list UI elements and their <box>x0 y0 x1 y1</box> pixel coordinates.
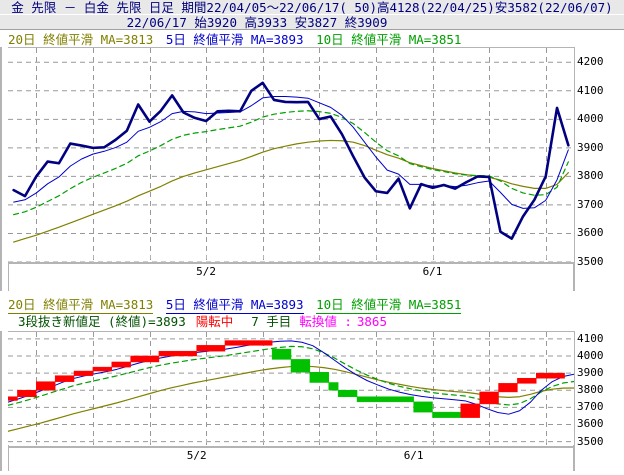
new-value-chart-panel: 20日 終値平滑 MA=3813 5日 終値平滑 MA=3893 10日 終値平… <box>0 293 624 475</box>
x-axis-tick-label: 5/2 <box>196 265 217 278</box>
legend2-ma20[interactable]: 20日 終値平滑 MA=3813 <box>8 297 154 314</box>
y-axis-tick-label: 4100 <box>577 83 604 97</box>
x-axis-tick-mark <box>36 255 37 259</box>
price-chart-legend: 20日 終値平滑 MA=3813 5日 終値平滑 MA=3893 10日 終値平… <box>8 32 624 49</box>
chart1-x-axis <box>8 262 574 264</box>
x-axis-tick-mark <box>263 255 264 259</box>
price-chart-plot-area[interactable] <box>8 48 574 262</box>
x-axis-tick-mark <box>150 255 151 259</box>
x-axis-tick-label: 6/1 <box>422 265 443 278</box>
x-axis-tick-mark <box>433 255 434 259</box>
x-axis-tick-mark <box>206 255 207 259</box>
y-axis-tick-label: 3900 <box>577 366 604 380</box>
y-axis-tick-label: 3700 <box>577 197 604 211</box>
x-axis-tick-mark <box>376 255 377 259</box>
new-value-title: 3段抜き新値足 (終値)=3893 <box>18 314 186 329</box>
y-axis-tick-label: 3500 <box>577 255 604 268</box>
brick-count: 7 手目 <box>251 314 292 329</box>
chart1-x-axis-labels: 5/2 6/1 <box>0 265 624 279</box>
chart2-x-axis-labels: 5/2 6/1 <box>0 449 624 463</box>
y-axis-tick-label: 3900 <box>577 140 604 154</box>
legend2-ma10[interactable]: 10日 終値平滑 MA=3851 <box>316 297 462 314</box>
instrument-info-text: 金 先限 － 白金 先限 日足 期間22/04/05～22/06/17( 50)… <box>11 0 613 15</box>
x-axis-tick-mark <box>263 439 264 443</box>
trend-state-badge: 陽転中 <box>195 314 234 329</box>
x-axis-tick-mark <box>150 439 151 443</box>
legend2-ma5[interactable]: 5日 終値平滑 MA=3893 <box>165 297 304 314</box>
y-axis-tick-label: 3600 <box>577 226 604 240</box>
chart2-left-frame <box>0 331 2 471</box>
ohlc-quote-bar: 22/06/17 始3920 高3933 安3827 終3909 <box>0 15 624 30</box>
turn-value: 3865 <box>356 314 387 329</box>
x-axis-tick-mark <box>489 255 490 259</box>
y-axis-tick-label: 3800 <box>577 169 604 183</box>
y-axis-tick-label: 3700 <box>577 400 604 414</box>
x-axis-tick-mark <box>433 439 434 443</box>
x-axis-tick-mark <box>489 439 490 443</box>
new-value-chart-legend: 20日 終値平滑 MA=3813 5日 終値平滑 MA=3893 10日 終値平… <box>8 297 624 314</box>
y-axis-tick-label: 4100 <box>577 331 604 345</box>
x-axis-tick-mark <box>319 439 320 443</box>
chart1-top-frame <box>8 47 574 48</box>
price-chart-panel: 20日 終値平滑 MA=3813 5日 終値平滑 MA=3893 10日 終値平… <box>0 31 624 291</box>
new-value-chart-plot-area[interactable] <box>8 332 574 445</box>
y-axis-tick-label: 3800 <box>577 383 604 397</box>
instrument-info-bar: 金 先限 － 白金 先限 日足 期間22/04/05～22/06/17( 50)… <box>0 0 624 15</box>
x-axis-tick-mark <box>36 439 37 443</box>
y-axis-tick-label: 3500 <box>577 434 604 448</box>
x-axis-tick-mark <box>93 439 94 443</box>
y-axis-tick-label: 4200 <box>577 55 604 69</box>
x-axis-tick-label: 5/2 <box>186 449 207 462</box>
y-axis-tick-label: 4000 <box>577 348 604 362</box>
chart1-left-frame <box>0 47 2 291</box>
ohlc-quote-text: 22/06/17 始3920 高3933 安3827 終3909 <box>126 15 388 30</box>
turn-value-label: 転換値 : <box>299 314 352 329</box>
x-axis-tick-mark <box>319 255 320 259</box>
x-axis-tick-mark <box>546 255 547 259</box>
chart2-top-frame <box>8 331 574 332</box>
chart2-x-axis <box>8 446 574 448</box>
chart2-right-axis <box>573 331 575 471</box>
y-axis-tick-label: 3600 <box>577 417 604 431</box>
new-value-chart-status: 3段抜き新値足 (終値)=3893 陽転中 7 手目 転換値 : 3865 <box>18 314 624 330</box>
x-axis-tick-mark <box>93 255 94 259</box>
x-axis-tick-label: 6/1 <box>403 449 424 462</box>
x-axis-tick-mark <box>546 439 547 443</box>
chart1-right-axis <box>573 47 575 291</box>
x-axis-tick-mark <box>206 439 207 443</box>
y-axis-tick-label: 4000 <box>577 112 604 126</box>
x-axis-tick-mark <box>376 439 377 443</box>
